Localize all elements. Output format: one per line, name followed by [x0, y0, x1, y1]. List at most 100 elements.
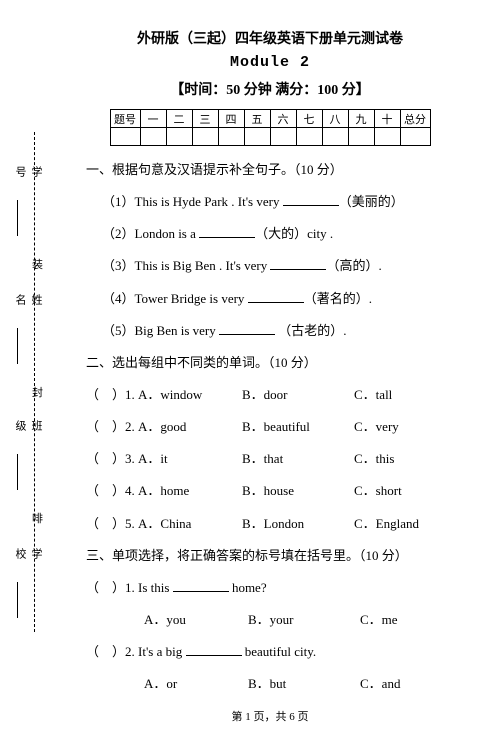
score-cell [374, 128, 400, 146]
opt-a: A．it [138, 449, 242, 469]
score-header: 四 [218, 110, 244, 128]
score-cell [348, 128, 374, 146]
opt-c: C．this [354, 449, 434, 469]
text: （著名的）. [304, 291, 372, 306]
blank [199, 226, 255, 238]
blank [186, 644, 242, 656]
opt-b: B．but [248, 674, 360, 694]
label-text: 学校 [12, 548, 44, 563]
score-header: 九 [348, 110, 374, 128]
opt-a: A．or [144, 674, 248, 694]
num: 2. [125, 644, 135, 659]
s2-item: （ ）3. A．itB．thatC．this [86, 449, 454, 469]
blank [283, 194, 339, 206]
opt-c: C．short [354, 481, 434, 501]
opt-b: B．your [248, 610, 360, 630]
opt-c: C．England [354, 514, 434, 534]
binding-dot: 装 [32, 256, 43, 272]
binding-underline [17, 200, 18, 236]
text: Is this [138, 580, 173, 595]
score-cell [296, 128, 322, 146]
text: （古老的）. [275, 323, 347, 338]
score-header: 二 [166, 110, 192, 128]
text: （2）London is a [102, 226, 199, 241]
num: 4. [125, 481, 135, 501]
s1-item: （5）Big Ben is very （古老的）. [86, 321, 454, 341]
page-footer: 第 1 页，共 6 页 [86, 708, 454, 724]
opt-a: A．good [138, 417, 242, 437]
label-text: 班级 [12, 420, 44, 435]
binding-dot: 啡 [32, 510, 43, 526]
opt-c: C．tall [354, 385, 434, 405]
title-module: Module 2 [86, 54, 454, 71]
score-header: 六 [270, 110, 296, 128]
s3-item: （ ）2. It's a big beautiful city. [86, 642, 454, 662]
text: beautiful city. [242, 644, 317, 659]
s3-options: A．youB．yourC．me [86, 610, 454, 630]
score-header: 五 [244, 110, 270, 128]
s1-item: （2）London is a （大的）city . [86, 224, 454, 244]
opt-c: C．and [360, 674, 440, 694]
opt-a: A．you [144, 610, 248, 630]
num: 3. [125, 449, 135, 469]
score-cell [140, 128, 166, 146]
text: （5）Big Ben is very [102, 323, 219, 338]
score-header: 七 [296, 110, 322, 128]
title-meta: 【时间：50 分钟 满分：100 分】 [86, 79, 454, 99]
score-cell [110, 128, 140, 146]
score-table: 题号 一 二 三 四 五 六 七 八 九 十 总分 [110, 109, 431, 146]
num: 5. [125, 514, 135, 534]
score-header: 总分 [400, 110, 430, 128]
score-header: 十 [374, 110, 400, 128]
score-header: 三 [192, 110, 218, 128]
num: 1. [125, 580, 135, 595]
blank [173, 580, 229, 592]
opt-c: C．very [354, 417, 434, 437]
text: It's a big [138, 644, 185, 659]
binding-underline [17, 328, 18, 364]
s2-item: （ ）2. A．goodB．beautifulC．very [86, 417, 454, 437]
blank [270, 258, 326, 270]
label-text: 姓名 [12, 294, 44, 309]
title-line-1: 外研版（三起）四年级英语下册单元测试卷 [86, 28, 454, 48]
text: （大的）city . [255, 226, 333, 241]
s3-item: （ ）1. Is this home? [86, 578, 454, 598]
blank [248, 291, 304, 303]
blank [219, 323, 275, 335]
num: 1. [125, 385, 135, 405]
s1-item: （1）This is Hyde Park . It's very （美丽的） [86, 192, 454, 212]
text: （4）Tower Bridge is very [102, 291, 248, 306]
score-header: 一 [140, 110, 166, 128]
binding-underline [17, 582, 18, 618]
s3-options: A．orB．butC．and [86, 674, 454, 694]
text: home? [229, 580, 267, 595]
opt-c: C．me [360, 610, 440, 630]
score-header: 八 [322, 110, 348, 128]
section2-title: 二、选出每组中不同类的单词。（10 分） [86, 353, 454, 373]
opt-a: A．window [138, 385, 242, 405]
num: 2. [125, 417, 135, 437]
score-cell [244, 128, 270, 146]
section1-title: 一、根据句意及汉语提示补全句子。（10 分） [86, 160, 454, 180]
section3-title: 三、单项选择，将正确答案的标号填在括号里。（10 分） [86, 546, 454, 566]
opt-b: B．that [242, 449, 354, 469]
opt-a: A．China [138, 514, 242, 534]
binding-underline [17, 454, 18, 490]
score-cell [166, 128, 192, 146]
label-text: 学号 [12, 166, 44, 181]
text: （高的）. [326, 258, 381, 273]
text: （3）This is Big Ben . It's very [102, 258, 270, 273]
s1-item: （4）Tower Bridge is very （著名的）. [86, 289, 454, 309]
score-cell [270, 128, 296, 146]
opt-b: B．London [242, 514, 354, 534]
opt-b: B．beautiful [242, 417, 354, 437]
opt-b: B．house [242, 481, 354, 501]
s2-item: （ ）5. A．ChinaB．LondonC．England [86, 514, 454, 534]
binding-dot: 封 [32, 384, 43, 400]
s1-item: （3）This is Big Ben . It's very （高的）. [86, 256, 454, 276]
score-header: 题号 [110, 110, 140, 128]
score-cell [218, 128, 244, 146]
score-cell [400, 128, 430, 146]
s2-item: （ ）1. A．windowB．doorC．tall [86, 385, 454, 405]
text: （1）This is Hyde Park . It's very [102, 194, 283, 209]
